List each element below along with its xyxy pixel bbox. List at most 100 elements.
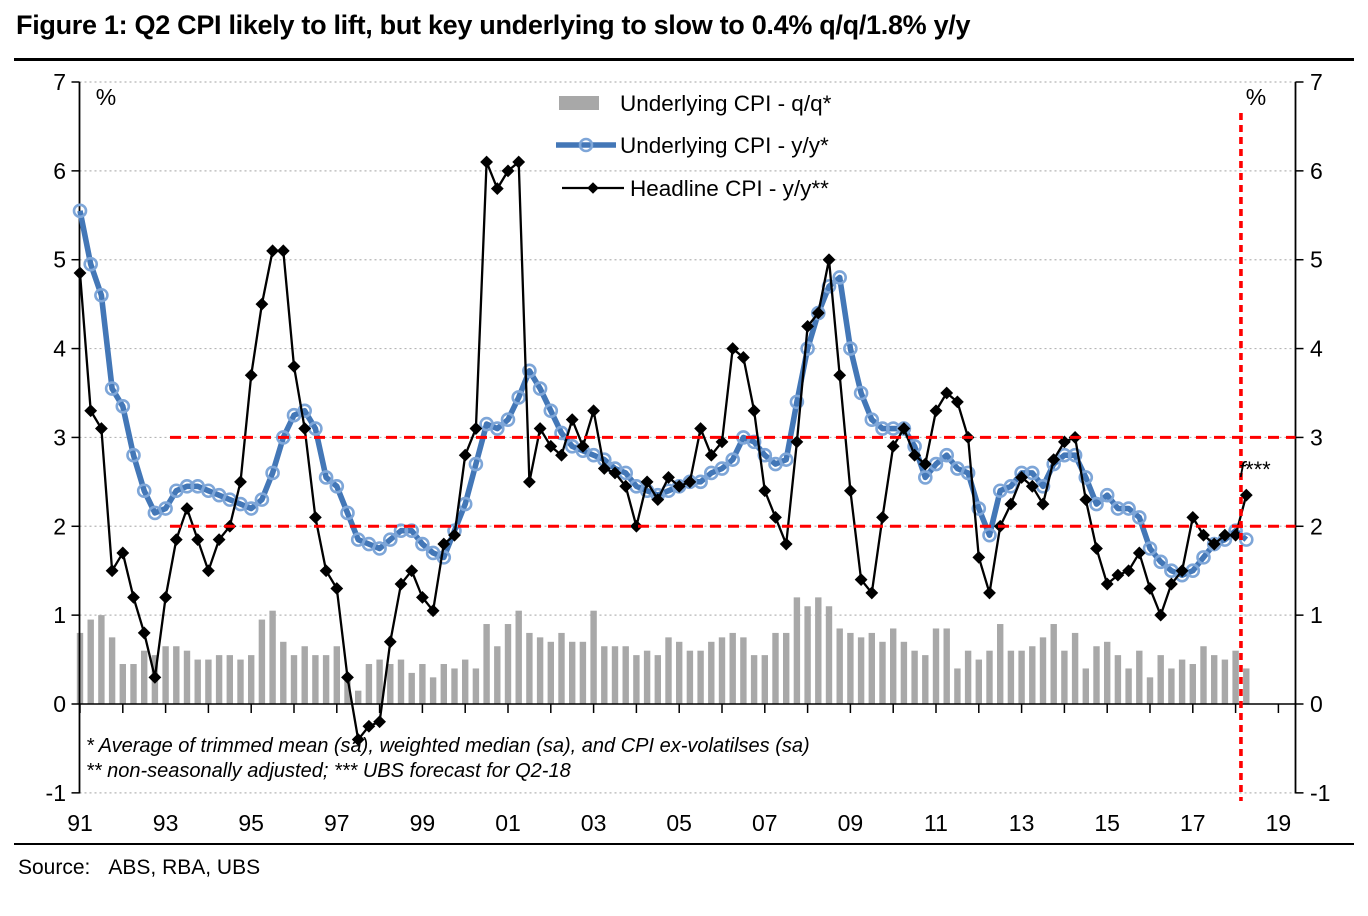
underlying-ring-q89: [1025, 465, 1040, 481]
bar-q46: [569, 641, 576, 704]
headline-diamond-q102: [1165, 577, 1178, 591]
headline-diamond-q77: [897, 422, 911, 435]
y-label-right--1: -1: [1310, 780, 1330, 806]
source-line: Source: ABS, RBA, UBS: [18, 856, 260, 880]
headline-diamond-q90: [1036, 497, 1050, 511]
underlying-ring-q96: [1099, 487, 1115, 503]
y-label-left-5: 5: [53, 247, 66, 273]
underlying-ring-q74: [864, 412, 880, 427]
headline-diamond-q9: [169, 533, 183, 547]
headline-diamond-q59: [704, 448, 718, 462]
bar-q92: [1061, 650, 1068, 704]
y-label-left-4: 4: [53, 336, 66, 362]
underlying-ring-q4: [115, 399, 131, 414]
headline-diamond-q101: [1154, 608, 1168, 622]
bar-q91: [1050, 624, 1057, 704]
headline-diamond-q26: [351, 733, 365, 746]
y-label-left-6: 6: [53, 158, 66, 184]
bar-q20: [290, 655, 298, 704]
headline-diamond-q48: [587, 404, 600, 418]
bar-q64: [761, 655, 768, 704]
bar-q105: [1200, 646, 1207, 704]
underlying-ring-q2: [94, 287, 109, 303]
headline-diamond-q4: [116, 546, 130, 560]
underlying-ring-q105: [1196, 550, 1211, 565]
underlying-ring-q21: [297, 403, 313, 419]
bar-q43: [536, 637, 544, 704]
bar-q108: [1232, 650, 1239, 704]
bar-q53: [643, 650, 651, 704]
underlying-ring-q43: [532, 381, 548, 396]
headline-diamond-q100: [1143, 582, 1157, 595]
bar-q37: [472, 668, 480, 704]
headline-diamond-q17: [255, 297, 269, 311]
y-label-right-0: 0: [1310, 691, 1323, 717]
legend-label-underlying-qq: Underlying CPI - q/q*: [620, 91, 832, 116]
x-label-07: 07: [752, 810, 778, 836]
underlying-ring-q16: [243, 501, 259, 516]
headline-diamond-q27: [362, 719, 376, 733]
headline-diamond-q58: [694, 422, 707, 435]
bar-q70: [825, 606, 833, 704]
bar-q104: [1189, 664, 1196, 704]
bar-q58: [697, 650, 704, 704]
underlying-ring-q25: [340, 505, 355, 521]
bar-q19: [280, 641, 287, 704]
underlying-ring-q94: [1078, 470, 1094, 485]
underlying-ring-q97: [1110, 501, 1126, 516]
headline-diamond-q12: [202, 564, 215, 578]
y-label-right-2: 2: [1310, 513, 1323, 539]
headline-diamond-q42: [523, 475, 536, 489]
underlying-ring-q17: [254, 492, 270, 507]
annotations: f*** * Average of trimmed mean (sa), weig…: [86, 457, 1271, 782]
bar-q78: [911, 650, 918, 704]
y-label-right-4: 4: [1310, 336, 1323, 362]
bar-q73: [857, 637, 865, 704]
bar-q35: [451, 668, 458, 704]
x-label-09: 09: [838, 810, 864, 836]
headline-diamond-q94: [1079, 493, 1093, 507]
bar-q29: [387, 664, 394, 704]
bar-q94: [1082, 668, 1089, 704]
bar-q41: [515, 610, 522, 704]
headline-diamond-q62: [737, 351, 750, 364]
underlying-ring-q81: [939, 447, 955, 463]
headline-diamond-q64: [758, 484, 772, 498]
bar-q95: [1093, 646, 1100, 704]
bar-q83: [964, 650, 972, 704]
headline-diamond-q11: [191, 533, 205, 547]
underlying-ring-q72: [843, 341, 858, 356]
underlying-ring-q39: [489, 421, 505, 436]
bar-q10: [183, 650, 191, 704]
bar-q93: [1071, 632, 1079, 704]
underlying-ring-q3: [104, 381, 120, 396]
x-label-11: 11: [924, 810, 948, 836]
headline-diamond-q28: [373, 715, 386, 729]
headline-diamond-q92: [1058, 435, 1071, 449]
bar-q25: [344, 677, 351, 704]
y-label-right-7: 7: [1310, 69, 1323, 95]
headline-diamond-q19: [276, 244, 290, 258]
bar-q65: [772, 632, 779, 704]
underlying-ring-q0: [72, 203, 88, 219]
underlying-ring-q31: [404, 523, 420, 539]
y-label-right-5: 5: [1310, 247, 1323, 273]
bar-q30: [397, 659, 405, 704]
headline-diamond-q91: [1047, 453, 1061, 467]
bar-q106: [1211, 655, 1218, 704]
headline-diamond-q41: [512, 155, 526, 169]
bar-q59: [708, 641, 715, 704]
bar-q45: [558, 632, 565, 704]
bar-q22: [312, 655, 319, 704]
headline-diamond-q99: [1132, 546, 1146, 560]
bar-q85: [986, 650, 993, 704]
percent-label-right: %: [1246, 84, 1266, 110]
headline-diamond-q33: [426, 604, 440, 618]
headline-diamond-q107: [1218, 528, 1232, 542]
underlying-ring-q100: [1142, 541, 1158, 556]
bar-q79: [922, 655, 929, 704]
headline-diamond-q76: [886, 439, 900, 453]
headline-diamond-q54: [651, 493, 665, 507]
y-label-left-0: 0: [53, 691, 66, 717]
headline-diamond-q57: [683, 475, 697, 489]
